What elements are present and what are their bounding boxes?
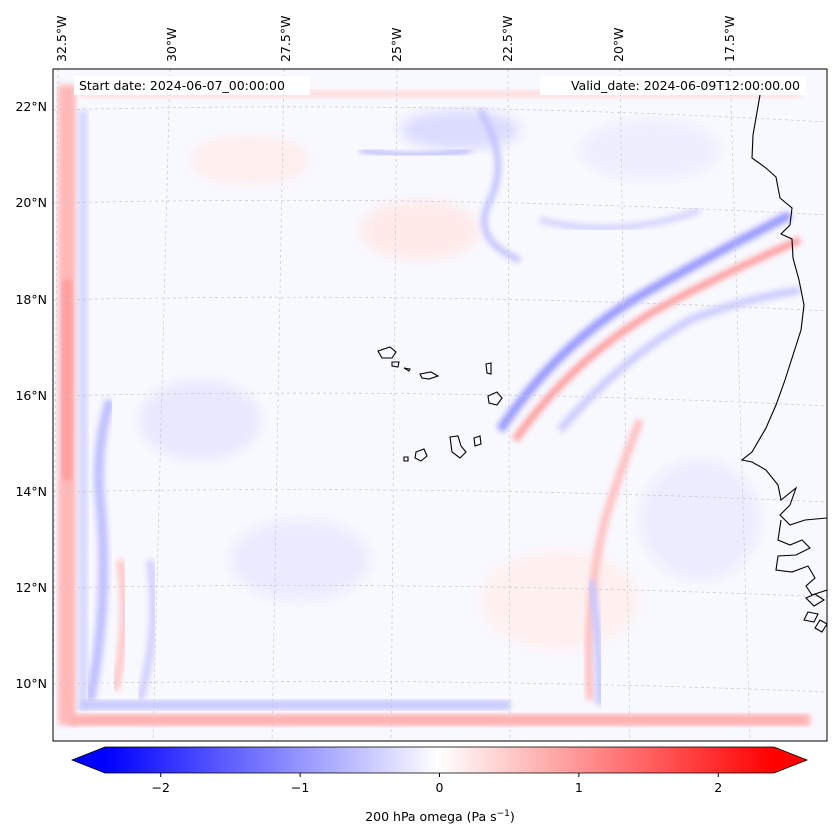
cape-verde-sao-nicolau — [419, 371, 440, 380]
colorbar-tick-label: 0 — [436, 780, 444, 795]
cape-verde-santiago — [449, 435, 467, 459]
valid-date-label: Valid_date: 2024-06-09T12:00:00.00 — [571, 78, 800, 93]
longitude-labels: 32.5°W 30°W 27.5°W 25°W 22.5°W 20°W 17.5… — [54, 16, 737, 62]
parallel-line — [53, 296, 827, 312]
colorbar: −2 −1 0 1 2 200 hPa omega (Pa s−1) — [70, 746, 809, 824]
start-date-backdrop — [74, 76, 310, 95]
lat-label: 10°N — [15, 676, 47, 691]
jet-band-blue — [496, 210, 793, 433]
graticule — [53, 69, 827, 741]
meridian-line — [271, 69, 285, 741]
jet-band-red — [512, 236, 802, 443]
faint-blob — [140, 380, 260, 460]
bottom-boundary-blue-strip — [80, 700, 510, 710]
lon-label: 30°W — [164, 27, 179, 62]
colorbar-label-tail: ) — [510, 809, 515, 824]
colorbar-tick-label: 1 — [575, 780, 583, 795]
parallel-line — [53, 392, 827, 407]
lon-label: 17.5°W — [722, 16, 737, 62]
map-panel: Start date: 2024-06-07_00:00:00 Valid_da… — [52, 68, 828, 742]
lower-right-red-streak — [585, 418, 644, 701]
colorbar-outline — [70, 746, 809, 774]
colorbar-label-exponent: −1 — [497, 809, 510, 819]
faint-blob — [580, 120, 720, 180]
faint-blob — [400, 110, 520, 150]
left-boundary-blue-strip — [78, 110, 88, 710]
cape-verde-boa-vista — [487, 391, 503, 406]
lon-label: 32.5°W — [54, 16, 69, 62]
colorbar-tick-label: 2 — [714, 780, 722, 795]
valid-date-backdrop — [540, 76, 806, 95]
colorbar-extend-high — [774, 747, 807, 773]
cape-verde-fogo — [414, 448, 428, 462]
coastlines — [377, 94, 827, 633]
colorbar-tick-label: −2 — [152, 780, 170, 795]
meridian-line — [53, 69, 59, 741]
cape-verde-brava — [403, 456, 409, 462]
faint-blob — [230, 520, 370, 600]
lon-label: 25°W — [389, 27, 404, 62]
senegal-coast — [775, 519, 827, 596]
parallel-line — [53, 106, 827, 123]
cape-verde-santo-antao — [377, 346, 397, 359]
faint-blob — [190, 135, 310, 185]
top-boundary-red-strip — [80, 90, 800, 98]
bijagos-islands — [803, 593, 827, 633]
bottom-boundary-red-strip — [70, 714, 810, 726]
map-frame — [52, 68, 828, 742]
left-boundary-red-core — [62, 280, 72, 480]
meridian-line — [619, 69, 631, 741]
omega-field — [58, 85, 810, 726]
start-date-label: Start date: 2024-06-07_00:00:00 — [79, 78, 285, 93]
lat-label: 22°N — [15, 99, 47, 114]
cape-verde-sao-vicente — [391, 361, 400, 368]
meridian-line — [507, 69, 511, 741]
lon-label: 22.5°W — [500, 16, 515, 62]
cape-verde-santa-luzia — [403, 367, 411, 372]
colorbar-gradient — [105, 747, 774, 773]
colorbar-label: 200 hPa omega (Pa s−1) — [365, 809, 515, 824]
sw-blue-filament-2 — [136, 559, 158, 702]
lat-label: 14°N — [15, 484, 47, 499]
lower-right-blue-streak — [586, 579, 604, 706]
parallel-line — [53, 199, 827, 216]
africa-coastline — [740, 94, 827, 526]
lat-label: 18°N — [15, 292, 47, 307]
north-blue-filament-3 — [539, 207, 702, 231]
north-blue-filament — [477, 108, 522, 263]
meridian-line — [729, 69, 751, 741]
sw-blue-filament — [85, 398, 115, 701]
colorbar-tick-label: −1 — [291, 780, 309, 795]
colorbar-ticks: −2 −1 0 1 2 — [152, 773, 722, 795]
faint-blob — [640, 460, 760, 580]
lon-label: 27.5°W — [278, 16, 293, 62]
faint-blob — [480, 550, 640, 650]
parallel-line — [53, 680, 827, 693]
lat-label: 16°N — [15, 388, 47, 403]
lon-label: 20°W — [611, 27, 626, 62]
faint-blob — [360, 200, 480, 260]
latitude-labels: 22°N 20°N 18°N 16°N 14°N 12°N 10°N — [15, 99, 47, 691]
cape-verde-maio — [473, 435, 482, 447]
cape-verde-sal — [485, 362, 492, 375]
colorbar-label-main: 200 hPa omega (Pa s — [365, 809, 496, 824]
colorbar-extend-low — [72, 747, 105, 773]
north-blue-filament-2 — [359, 147, 471, 158]
meridian-line — [152, 69, 171, 741]
parallel-line — [53, 585, 827, 598]
parallel-line — [53, 489, 827, 503]
lat-label: 12°N — [15, 580, 47, 595]
sw-red-filament — [111, 559, 128, 691]
jet-band-blue-outer — [556, 286, 801, 433]
lat-label: 20°N — [15, 195, 47, 210]
meridian-line — [390, 69, 398, 741]
